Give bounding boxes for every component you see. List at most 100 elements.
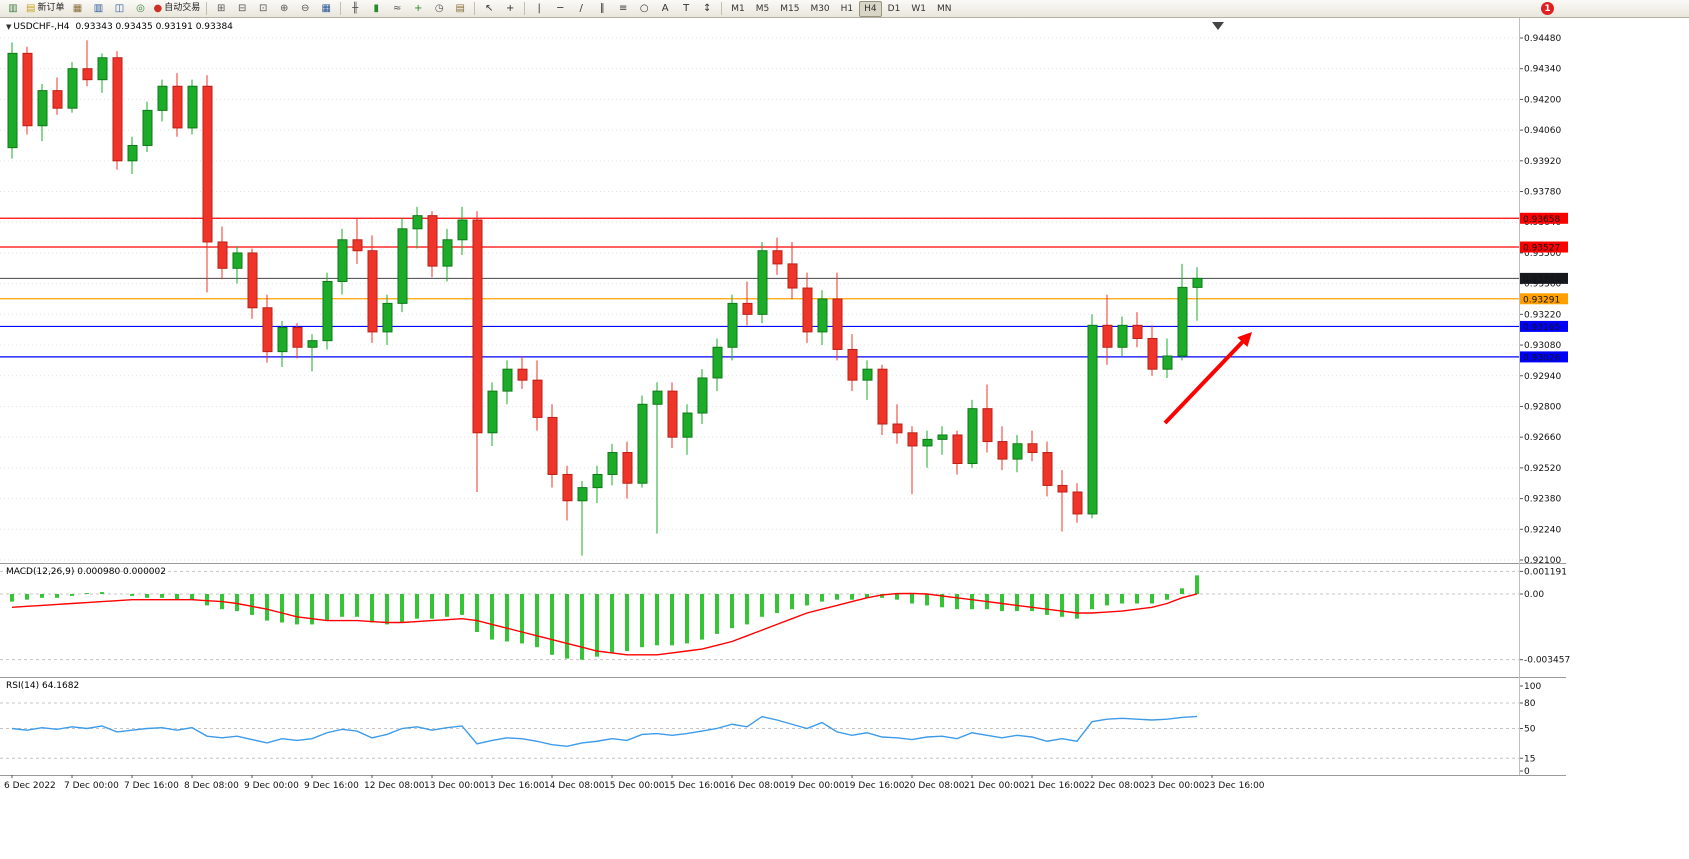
price-axis-label: 0.92660 (1524, 433, 1561, 443)
autotrading-button[interactable]: ● 自动交易 (151, 1, 202, 16)
bar-chart-button[interactable]: ╫ (345, 1, 365, 16)
new-order-button[interactable]: ▤ 新订单 (24, 1, 66, 16)
periods-icon: ◷ (434, 2, 444, 14)
timeframe-button-MN[interactable]: MN (936, 3, 952, 14)
chart-svg[interactable]: 0.94480 0.94340 0.94200 0.94060 0.93920 0.937… (0, 18, 1689, 859)
cursor-button[interactable]: ↖ (479, 1, 499, 16)
price-axis-label: 0.93080 (1524, 341, 1561, 351)
market-watch-icon: ▥ (93, 2, 104, 14)
svg-text:0.93026: 0.93026 (1523, 353, 1560, 363)
timeframe-button-D1[interactable]: D1 (887, 3, 901, 14)
price-axis-label: 0.93780 (1524, 188, 1561, 198)
strategy-tester-button[interactable]: ◎ (130, 1, 150, 16)
time-axis-label: 22 Dec 08:00 (1084, 781, 1145, 791)
horizontal-line-icon: ─ (557, 2, 564, 14)
candle-body (847, 348, 858, 381)
new-chart-button[interactable]: ▥ (3, 1, 23, 16)
indicators-icon: + (414, 2, 423, 14)
text-button[interactable]: A (655, 1, 675, 16)
periods-button[interactable]: ◷ (429, 1, 449, 16)
notification-badge[interactable]: 1 (1541, 2, 1554, 15)
macd-axis-label: 0.00 (1524, 590, 1544, 600)
candle-body (187, 85, 198, 129)
tile-windows-button[interactable]: ⊞ (211, 1, 231, 16)
price-label-box: 0.93291 (1520, 293, 1568, 305)
candle-body (772, 250, 783, 265)
new-order-button-label: 新订单 (37, 3, 65, 13)
time-axis-label: 15 Dec 00:00 (604, 781, 665, 791)
time-axis-label: 12 Dec 08:00 (364, 781, 425, 791)
candle-body (292, 327, 303, 348)
time-axis-label: 19 Dec 00:00 (784, 781, 845, 791)
toolbar-separator (524, 2, 526, 15)
market-watch-button[interactable]: ▥ (88, 1, 108, 16)
arrows-icon: ↕ (703, 2, 712, 14)
trendline-button[interactable]: / (571, 1, 591, 16)
trend-arrow-annotation[interactable] (1163, 332, 1252, 425)
collapse-triangle-icon[interactable]: ▼ (6, 23, 12, 31)
line-chart-button[interactable]: ≈ (387, 1, 407, 16)
timeframe-button-M1[interactable]: M1 (731, 3, 745, 14)
candle-body (97, 57, 108, 81)
svg-text:0.93658: 0.93658 (1523, 215, 1560, 225)
grid-button[interactable]: ▦ (316, 1, 336, 16)
candle-body (637, 403, 648, 484)
candlestick-chart-button[interactable]: ▮ (366, 1, 386, 16)
cascade-windows-icon: ⊟ (238, 2, 247, 14)
arrange-windows-button[interactable]: ⊡ (253, 1, 273, 16)
vertical-line-icon: | (537, 2, 541, 14)
candle-body (7, 52, 18, 149)
timeframe-button-M5[interactable]: M5 (755, 3, 770, 14)
timeframe-button-M30[interactable]: M30 (810, 3, 830, 14)
timeframe-button-M15[interactable]: M15 (780, 3, 800, 14)
rsi-axis-label: 50 (1524, 725, 1536, 735)
price-axis-label: 0.92520 (1524, 464, 1561, 474)
new-chart-icon: ▥ (8, 2, 18, 14)
timeframe-button-H4[interactable]: H4 (859, 0, 882, 17)
chart-area[interactable]: 0.94480 0.94340 0.94200 0.94060 0.93920 0.937… (0, 18, 1689, 859)
price-axis-label: 0.94200 (1524, 95, 1561, 105)
indicators-button[interactable]: + (408, 1, 428, 16)
toolbar-separator (340, 2, 342, 15)
zoom-in-button[interactable]: ⊕ (274, 1, 294, 16)
candle-body (922, 438, 933, 447)
candle-body (757, 250, 768, 315)
candle-body (247, 252, 258, 309)
horizontal-line-button[interactable]: ─ (550, 1, 570, 16)
text-icon: A (661, 2, 669, 14)
vertical-line-button[interactable]: | (529, 1, 549, 16)
timeframe-button-W1[interactable]: W1 (911, 3, 926, 14)
templates-button[interactable]: ▤ (450, 1, 470, 16)
time-axis-label: 9 Dec 00:00 (244, 781, 299, 791)
autotrading-icon: ● (153, 2, 163, 14)
zoom-out-button[interactable]: ⊖ (295, 1, 315, 16)
arrange-windows-icon: ⊡ (259, 2, 268, 14)
candle-body (352, 239, 363, 252)
text-label-button[interactable]: T (676, 1, 696, 16)
fibonacci-button[interactable]: ≡ (613, 1, 633, 16)
shapes-icon: ○ (639, 2, 649, 14)
macd-values: 0.000980 0.000002 (77, 567, 166, 577)
price-label-box: 0.93527 (1520, 241, 1568, 254)
candle-body (952, 434, 963, 464)
chart-profiles-button[interactable]: ▦ (67, 1, 87, 16)
macd-label: MACD(12,26,9) (6, 567, 75, 577)
cascade-windows-button[interactable]: ⊟ (232, 1, 252, 16)
data-window-button[interactable]: ◫ (109, 1, 129, 16)
candle-body (907, 432, 918, 447)
time-axis-label: 7 Dec 16:00 (124, 781, 179, 791)
macd-signal-line (11, 592, 1198, 656)
timeframe-button-H1[interactable]: H1 (840, 3, 854, 14)
candle-body (442, 239, 453, 267)
price-axis-label: 0.93220 (1524, 310, 1561, 320)
price-axis-label: 0.94060 (1524, 126, 1561, 136)
price-axis-label: 0.93920 (1524, 157, 1561, 167)
crosshair-button[interactable]: + (500, 1, 520, 16)
channel-button[interactable]: ∥ (592, 1, 612, 16)
arrows-button[interactable]: ↕ (697, 1, 717, 16)
shapes-button[interactable]: ○ (634, 1, 654, 16)
price-label-box: 0.93165 (1520, 320, 1568, 333)
data-window-icon: ◫ (114, 2, 125, 14)
chart-shift-marker[interactable] (1212, 22, 1224, 30)
